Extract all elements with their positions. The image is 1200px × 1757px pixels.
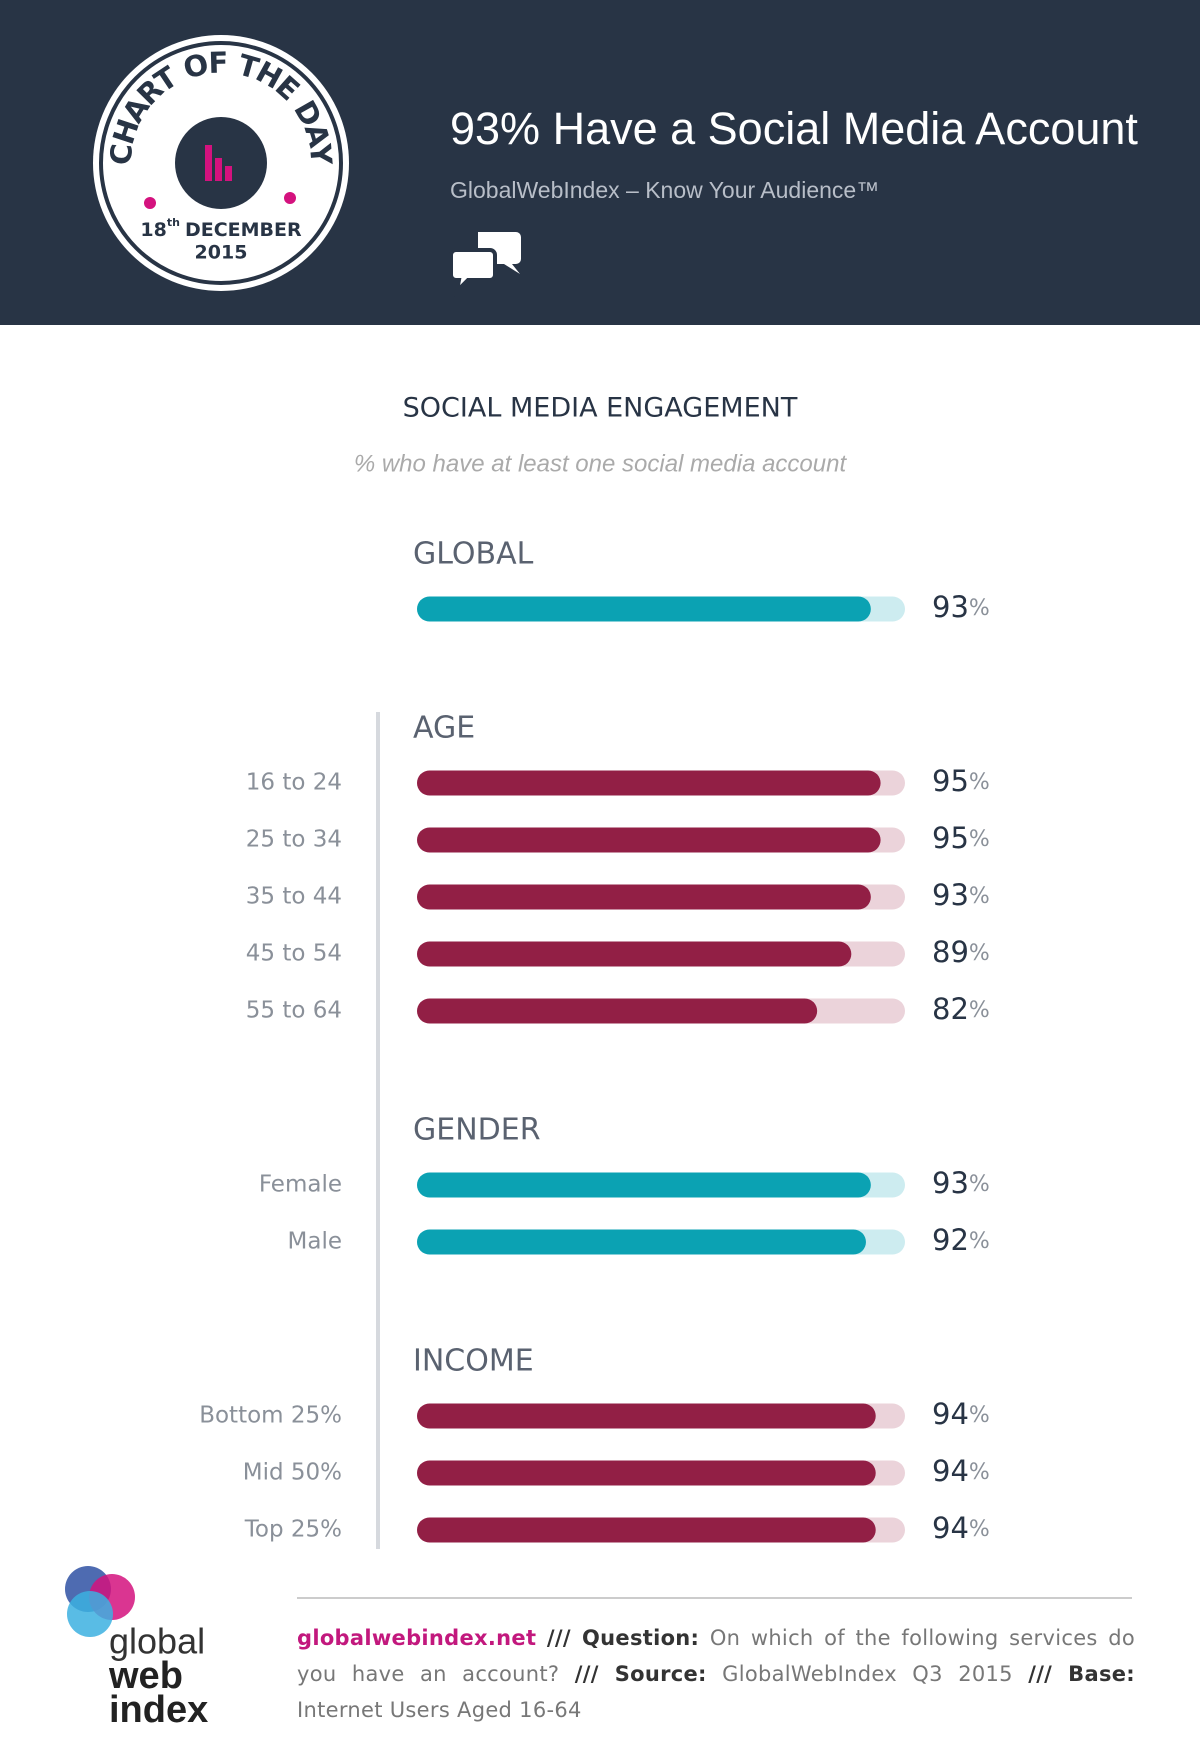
subtitle: GlobalWebIndex – Know Your Audience™: [450, 177, 879, 203]
category-label: Top 25%: [244, 1517, 342, 1543]
value-unit: %: [969, 1229, 990, 1254]
badge-year: 2015: [195, 242, 248, 264]
value-label: 95%: [932, 821, 990, 855]
bar: [417, 1229, 866, 1255]
chart-subtitle: % who have at least one social media acc…: [354, 450, 848, 477]
question: On which of the following services do yo…: [297, 1626, 1136, 1686]
group-title: AGE: [413, 711, 475, 746]
value-label: 93%: [932, 590, 990, 624]
value-unit: %: [969, 827, 990, 852]
category-label: Female: [259, 1172, 342, 1198]
value-number: 82: [932, 992, 969, 1026]
value-unit: %: [969, 941, 990, 966]
badge-month: DECEMBER: [185, 219, 302, 241]
bar: [417, 827, 881, 853]
badge: CHART OF THE DAY 18th DECEMBER 2015: [93, 35, 349, 291]
value-unit: %: [969, 1403, 990, 1428]
badge-date: 18th DECEMBER: [140, 216, 302, 241]
category-label: Bottom 25%: [199, 1403, 342, 1429]
bar: [417, 1403, 876, 1429]
base: Internet Users Aged 16-64: [297, 1698, 582, 1722]
value-number: 94: [932, 1511, 969, 1545]
value-number: 92: [932, 1223, 969, 1257]
value-number: 89: [932, 935, 969, 969]
question-label: /// Question:: [546, 1626, 700, 1650]
logo: global web index: [65, 1566, 208, 1731]
badge-day-suffix: th: [167, 216, 180, 229]
logo-word: global: [109, 1621, 205, 1662]
bar: [417, 884, 871, 910]
value-label: 94%: [932, 1454, 990, 1488]
value-label: 93%: [932, 878, 990, 912]
value-number: 95: [932, 764, 969, 798]
chart-title: SOCIAL MEDIA ENGAGEMENT: [403, 393, 798, 424]
value-label: 95%: [932, 764, 990, 798]
value-unit: %: [969, 1460, 990, 1485]
category-label: 25 to 34: [246, 827, 342, 853]
base-label: /// Base:: [1028, 1662, 1135, 1686]
site: globalwebindex.net: [297, 1626, 537, 1650]
category-label: 35 to 44: [246, 884, 342, 910]
footer-note: globalwebindex.net /// Question: On whic…: [297, 1620, 1135, 1728]
value-unit: %: [969, 596, 990, 621]
bar: [417, 941, 852, 967]
bar: [417, 1517, 876, 1543]
category-label: 45 to 54: [246, 941, 342, 967]
bar: [417, 1460, 876, 1486]
value-label: 93%: [932, 1166, 990, 1200]
source: GlobalWebIndex Q3 2015: [722, 1662, 1013, 1686]
category-label: Mid 50%: [243, 1460, 342, 1486]
category-label: Male: [288, 1229, 342, 1255]
value-label: 94%: [932, 1397, 990, 1431]
value-label: 92%: [932, 1223, 990, 1257]
value-number: 93: [932, 590, 969, 624]
value-number: 94: [932, 1397, 969, 1431]
chat-icon: [449, 232, 521, 297]
value-number: 93: [932, 878, 969, 912]
value-unit: %: [969, 770, 990, 795]
value-unit: %: [969, 1517, 990, 1542]
bar: [417, 1172, 871, 1198]
value-unit: %: [969, 998, 990, 1023]
value-unit: %: [969, 1172, 990, 1197]
logo-word: web: [108, 1655, 183, 1697]
source-label: /// Source:: [574, 1662, 707, 1686]
value-label: 82%: [932, 992, 990, 1026]
bar: [417, 770, 881, 796]
logo-word: index: [109, 1689, 208, 1731]
title: 93% Have a Social Media Account: [450, 103, 1138, 154]
value-label: 89%: [932, 935, 990, 969]
category-label: 55 to 64: [246, 998, 342, 1024]
bar: [417, 998, 818, 1024]
group-title: GLOBAL: [413, 537, 534, 572]
value-unit: %: [969, 884, 990, 909]
bar: [417, 596, 871, 622]
value-number: 94: [932, 1454, 969, 1488]
value-number: 93: [932, 1166, 969, 1200]
group-title: INCOME: [413, 1344, 534, 1379]
badge-day: 18: [140, 219, 166, 241]
value-label: 94%: [932, 1511, 990, 1545]
group-title: GENDER: [413, 1113, 541, 1148]
category-label: 16 to 24: [246, 770, 342, 796]
value-number: 95: [932, 821, 969, 855]
